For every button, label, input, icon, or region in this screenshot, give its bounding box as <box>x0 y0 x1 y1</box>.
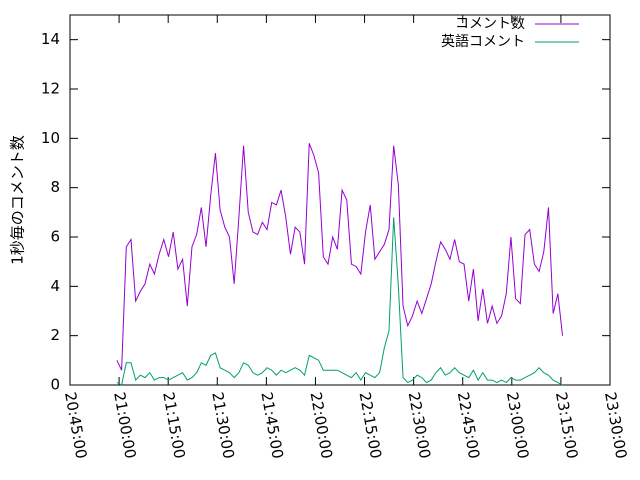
y-tick-label: 6 <box>50 228 60 246</box>
x-tick-label: 22:45:00 <box>454 391 483 460</box>
x-tick-label: 21:45:00 <box>257 391 286 460</box>
x-tick-label: 23:15:00 <box>552 391 581 460</box>
x-tick-label: 21:30:00 <box>208 391 237 460</box>
x-tick-label: 21:15:00 <box>159 391 188 460</box>
y-tick-label: 8 <box>50 178 60 196</box>
y-tick-label: 10 <box>41 129 60 147</box>
legend-label: コメント数 <box>455 16 525 32</box>
plot-border <box>69 14 611 386</box>
series-line <box>116 143 564 371</box>
x-tick-label: 22:15:00 <box>356 391 385 460</box>
y-tick-label: 14 <box>41 30 60 48</box>
y-axis-label: 1秒毎のコメント数 <box>9 135 27 265</box>
y-tick-label: 12 <box>41 80 60 98</box>
x-tick-label: 22:30:00 <box>405 391 434 460</box>
y-tick-label: 4 <box>50 277 60 295</box>
x-tick-label: 21:00:00 <box>110 391 139 460</box>
x-tick-label: 20:45:00 <box>61 391 90 460</box>
x-tick-label: 22:00:00 <box>307 391 336 460</box>
y-tick-label: 0 <box>50 376 60 394</box>
x-tick-label: 23:00:00 <box>503 391 532 460</box>
y-tick-label: 2 <box>50 326 60 344</box>
series-line <box>116 217 563 386</box>
legend-label: 英語コメント <box>441 33 525 50</box>
x-tick-label: 23:30:00 <box>601 391 630 460</box>
